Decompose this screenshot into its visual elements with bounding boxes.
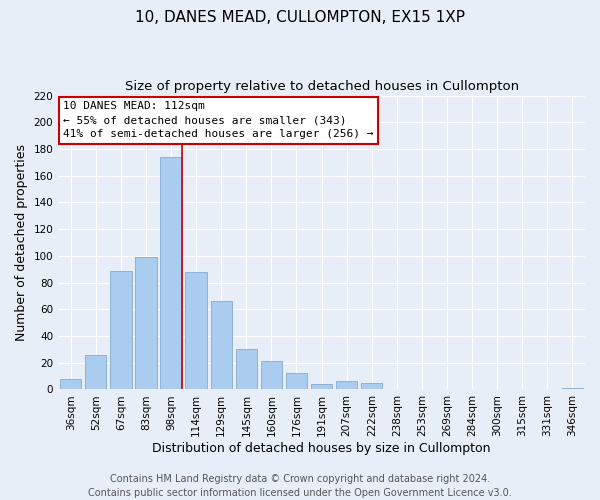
Title: Size of property relative to detached houses in Cullompton: Size of property relative to detached ho… xyxy=(125,80,518,93)
Text: 10, DANES MEAD, CULLOMPTON, EX15 1XP: 10, DANES MEAD, CULLOMPTON, EX15 1XP xyxy=(135,10,465,25)
Bar xyxy=(336,382,358,390)
Bar xyxy=(110,270,131,390)
Y-axis label: Number of detached properties: Number of detached properties xyxy=(15,144,28,341)
Bar xyxy=(311,384,332,390)
Text: 10 DANES MEAD: 112sqm
← 55% of detached houses are smaller (343)
41% of semi-det: 10 DANES MEAD: 112sqm ← 55% of detached … xyxy=(64,102,374,140)
Bar xyxy=(160,157,182,390)
Text: Contains HM Land Registry data © Crown copyright and database right 2024.
Contai: Contains HM Land Registry data © Crown c… xyxy=(88,474,512,498)
Bar xyxy=(236,350,257,390)
Bar xyxy=(185,272,207,390)
Bar xyxy=(562,388,583,390)
Bar xyxy=(136,257,157,390)
Bar xyxy=(60,379,82,390)
Bar xyxy=(261,362,282,390)
Bar xyxy=(85,354,106,390)
Bar xyxy=(211,302,232,390)
Bar xyxy=(361,383,382,390)
Bar xyxy=(286,374,307,390)
X-axis label: Distribution of detached houses by size in Cullompton: Distribution of detached houses by size … xyxy=(152,442,491,455)
